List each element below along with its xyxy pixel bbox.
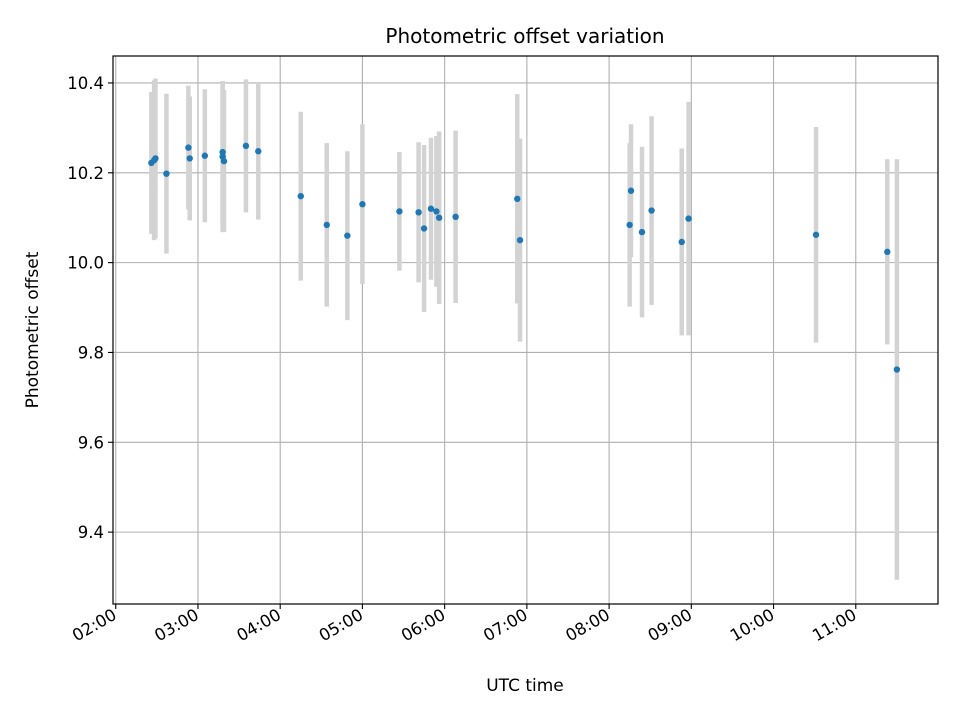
data-point — [396, 208, 403, 215]
data-point — [626, 221, 633, 229]
data-point — [220, 157, 228, 165]
data-point — [344, 232, 351, 239]
data-point — [163, 170, 170, 177]
data-point — [201, 152, 209, 159]
y-tick-label: 10.0 — [67, 254, 104, 273]
data-point — [812, 231, 820, 238]
y-tick-label: 9.6 — [78, 433, 104, 452]
plot-frame — [112, 55, 939, 605]
data-point — [427, 205, 435, 212]
data-point — [359, 201, 366, 208]
data-point — [433, 208, 440, 215]
data-point — [514, 195, 521, 203]
data-point — [884, 248, 891, 256]
data-point — [415, 209, 422, 216]
data-point — [323, 221, 330, 229]
y-tick-label: 10.4 — [67, 74, 104, 93]
data-point — [420, 225, 428, 232]
chart-title: Photometric offset variation — [385, 24, 664, 48]
data-point — [297, 192, 304, 200]
data-point — [242, 142, 250, 150]
data-point — [185, 144, 192, 151]
data-point — [255, 148, 262, 155]
y-tick-label: 10.2 — [67, 164, 104, 183]
data-point — [152, 155, 159, 162]
x-axis-title: UTC time — [486, 676, 564, 696]
data-point — [678, 238, 685, 246]
data-point — [893, 366, 901, 373]
data-point — [638, 228, 646, 236]
data-point — [516, 236, 524, 244]
point-layer — [148, 142, 901, 373]
data-point — [648, 207, 655, 214]
data-point — [452, 213, 459, 221]
data-point — [435, 214, 443, 221]
data-point — [186, 155, 193, 162]
data-point — [685, 215, 692, 222]
y-tick-label: 9.8 — [78, 343, 104, 362]
data-point — [627, 187, 635, 194]
grid-layer — [113, 56, 938, 604]
y-axis-title: Photometric offset — [23, 251, 43, 408]
y-tick-label: 9.4 — [78, 523, 104, 542]
data-point — [219, 148, 226, 156]
